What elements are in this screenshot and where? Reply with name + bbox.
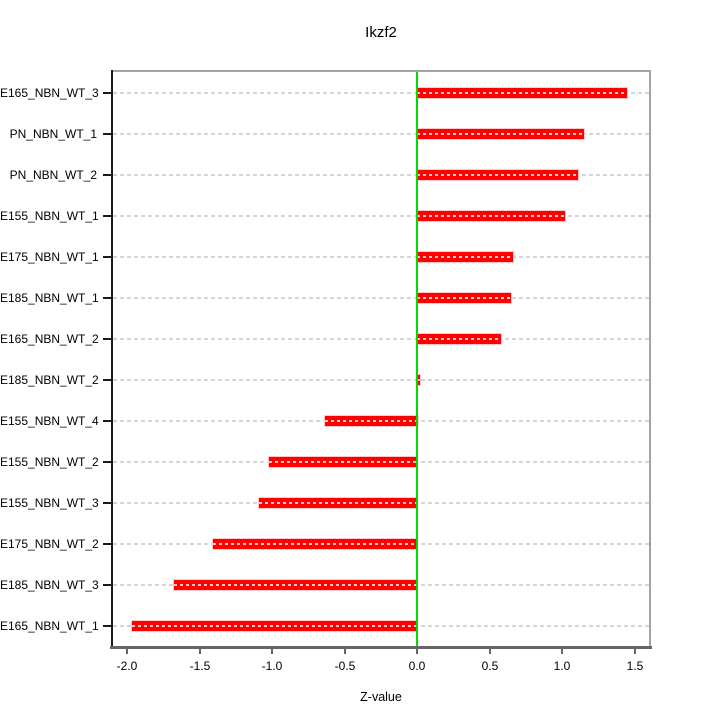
bar-grid-dash <box>174 584 417 586</box>
y-axis-label: E185_NBN_WT_2 <box>0 373 99 387</box>
y-axis-label: E155_NBN_WT_1 <box>0 209 99 223</box>
y-axis-label: PN_NBN_WT_1 <box>9 127 97 141</box>
x-axis-tick-label: -0.5 <box>334 659 356 673</box>
y-axis-tick <box>103 543 113 545</box>
y-axis-label: E165_NBN_WT_3 <box>0 86 99 100</box>
bar-grid-dash <box>417 379 420 381</box>
bar <box>212 538 418 550</box>
x-axis-line <box>110 646 652 649</box>
y-axis-label: PN_NBN_WT_2 <box>9 168 97 182</box>
y-axis-line <box>111 70 113 648</box>
y-axis-label: E185_NBN_WT_3 <box>0 578 99 592</box>
bar-grid-dash <box>325 420 418 422</box>
bar-grid-dash <box>417 256 513 258</box>
bar-grid-dash <box>417 92 627 94</box>
bar <box>416 169 579 181</box>
x-axis-tick <box>561 646 563 654</box>
y-axis-tick <box>103 174 113 176</box>
y-axis-label: E175_NBN_WT_1 <box>0 250 99 264</box>
x-axis-tick-label: 0.5 <box>481 659 499 673</box>
y-axis-tick <box>103 297 113 299</box>
gridline <box>113 215 649 217</box>
y-axis-label: E155_NBN_WT_3 <box>0 496 99 510</box>
bar <box>416 87 628 99</box>
bar-grid-dash <box>132 625 417 627</box>
y-axis-tick <box>103 461 113 463</box>
gridline <box>113 174 649 176</box>
bar <box>416 333 502 345</box>
x-axis-tick-label: 1.0 <box>553 659 571 673</box>
x-axis-tick <box>271 646 273 654</box>
x-axis-tick-label: -1.5 <box>189 659 211 673</box>
bar <box>173 579 418 591</box>
gridline <box>113 297 649 299</box>
y-axis-label: E165_NBN_WT_2 <box>0 332 99 346</box>
bar <box>416 292 512 304</box>
bar-grid-dash <box>417 133 584 135</box>
y-axis-tick <box>103 379 113 381</box>
y-axis-label: E185_NBN_WT_1 <box>0 291 99 305</box>
y-axis-tick <box>103 256 113 258</box>
bar <box>131 620 418 632</box>
zero-line <box>416 72 418 646</box>
x-axis-tick <box>634 646 636 654</box>
y-axis-tick <box>103 215 113 217</box>
y-axis-label: E165_NBN_WT_1 <box>0 619 99 633</box>
y-axis-tick <box>103 133 113 135</box>
plot-area <box>110 70 652 649</box>
bar <box>258 497 418 509</box>
x-axis-tick <box>199 646 201 654</box>
x-axis-tick-label: -2.0 <box>116 659 138 673</box>
bar-grid-dash <box>259 502 417 504</box>
x-axis-tick <box>344 646 346 654</box>
y-axis-label: E155_NBN_WT_2 <box>0 455 99 469</box>
y-axis-tick <box>103 584 113 586</box>
y-axis-tick <box>103 92 113 94</box>
gridline <box>113 256 649 258</box>
bar-grid-dash <box>417 174 578 176</box>
y-axis-tick <box>103 625 113 627</box>
x-axis-tick-label: -1.0 <box>261 659 283 673</box>
y-axis-label: E175_NBN_WT_2 <box>0 537 99 551</box>
bar <box>324 415 419 427</box>
x-axis-tick <box>126 646 128 654</box>
bar <box>416 128 585 140</box>
y-axis-tick <box>103 420 113 422</box>
chart-title: Ikzf2 <box>365 24 397 41</box>
y-axis-tick <box>103 338 113 340</box>
bar-grid-dash <box>417 338 501 340</box>
y-axis-tick <box>103 502 113 504</box>
bar <box>268 456 418 468</box>
x-axis-tick <box>489 646 491 654</box>
gridline <box>113 133 649 135</box>
x-axis-tick-label: 1.5 <box>626 659 644 673</box>
x-axis-tick <box>416 646 418 654</box>
bar-grid-dash <box>269 461 417 463</box>
x-axis-title: Z-value <box>360 690 402 704</box>
bar <box>416 251 514 263</box>
bar <box>416 210 566 222</box>
bar-grid-dash <box>417 215 565 217</box>
gridline <box>113 379 649 381</box>
bar-grid-dash <box>213 543 417 545</box>
x-axis-tick-label: 0.0 <box>408 659 426 673</box>
bar-grid-dash <box>417 297 511 299</box>
gridline <box>113 338 649 340</box>
y-axis-label: E155_NBN_WT_4 <box>0 414 99 428</box>
gridline <box>113 92 649 94</box>
